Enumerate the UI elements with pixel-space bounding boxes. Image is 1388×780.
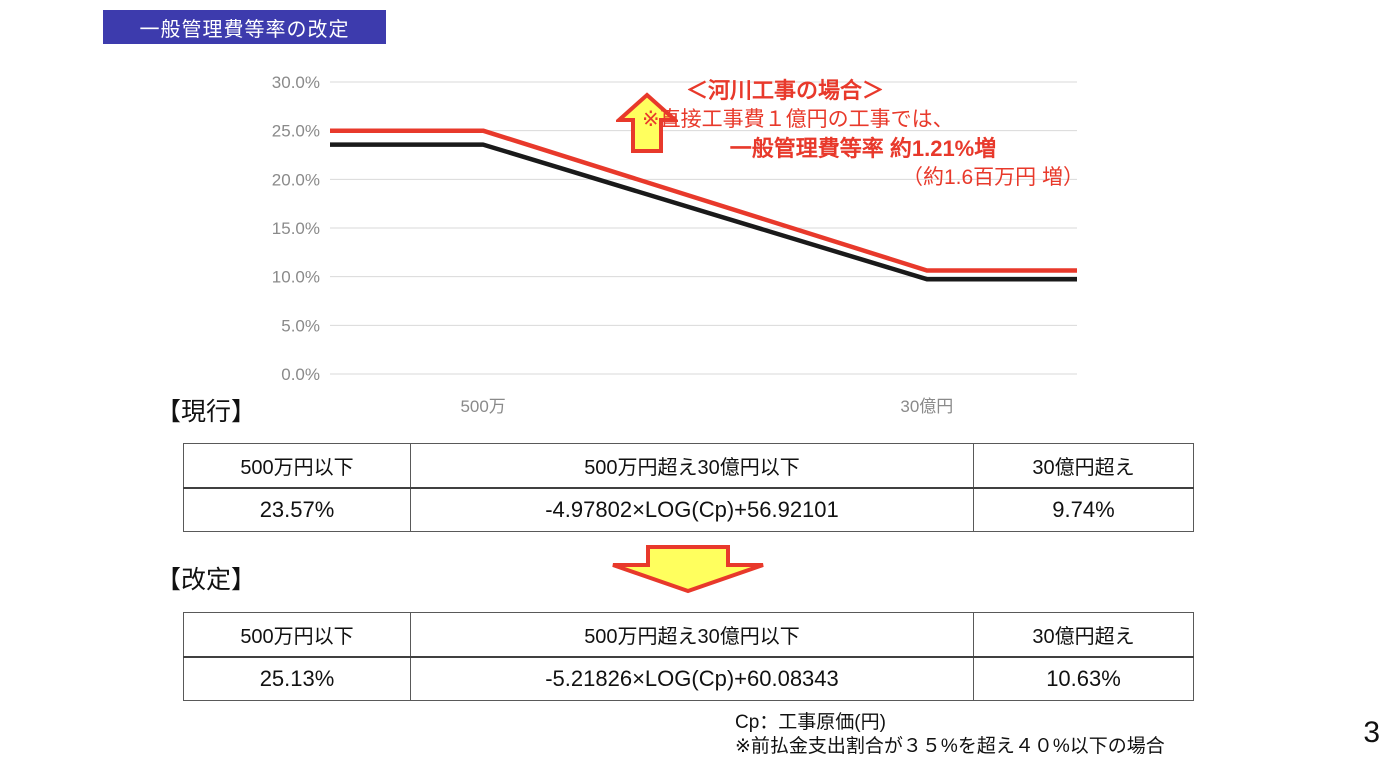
current-rate-table: 500万円以下 500万円超え30億円以下 30億円超え 23.57% -4.9… [183,443,1194,532]
page-number: 3 [1363,716,1380,749]
svg-text:20.0%: 20.0% [272,170,320,189]
revised-rate-over-3b: 10.63% [973,656,1194,701]
svg-text:15.0%: 15.0% [272,219,320,238]
header-over-3b: 30億円超え [973,443,1194,489]
current-rate-over-3b: 9.74% [973,487,1194,532]
svg-text:25.0%: 25.0% [272,122,320,141]
svg-text:10.0%: 10.0% [272,268,320,287]
up-arrow-icon [613,92,681,154]
header-5m-to-3b: 500万円超え30億円以下 [410,612,974,658]
revised-rate-under-5m: 25.13% [183,656,411,701]
footnote-cp-definition: Cp：工事原価(円) [735,712,886,733]
svg-text:30億円: 30億円 [900,397,953,416]
revised-rate-table: 500万円以下 500万円超え30億円以下 30億円超え 25.13% -5.2… [183,612,1194,701]
header-over-3b: 30億円超え [973,612,1194,658]
current-formula: -4.97802×LOG(Cp)+56.92101 [410,487,974,532]
down-arrow-icon [610,544,766,594]
table-value-row: 23.57% -4.97802×LOG(Cp)+56.92101 9.74% [183,487,1194,532]
header-under-5m: 500万円以下 [183,612,411,658]
header-5m-to-3b: 500万円超え30億円以下 [410,443,974,489]
header-under-5m: 500万円以下 [183,443,411,489]
table-value-row: 25.13% -5.21826×LOG(Cp)+60.08343 10.63% [183,656,1194,701]
revised-section-label: 【改定】 [156,566,257,594]
annotation-heading: ＜河川工事の場合＞ [686,78,885,103]
table-header-row: 500万円以下 500万円超え30億円以下 30億円超え [183,612,1194,658]
table-header-row: 500万円以下 500万円超え30億円以下 30億円超え [183,443,1194,489]
current-section-label: 【現行】 [156,398,257,426]
svg-text:500万: 500万 [460,397,505,416]
footnote-condition: ※前払金支出割合が３５%を超え４０%以下の場合 [735,736,1165,757]
annotation-line: ※直接工事費１億円の工事では、 [642,108,954,131]
svg-text:30.0%: 30.0% [272,73,320,92]
svg-text:0.0%: 0.0% [281,365,320,384]
page-title: 一般管理費等率の改定 [103,10,386,44]
annotation-amount-increase: （約1.6百万円 増） [901,166,1084,189]
current-rate-under-5m: 23.57% [183,487,411,532]
footnote-block: Cp：工事原価(円) ※前払金支出割合が３５%を超え４０%以下の場合 [735,711,1165,759]
revised-formula: -5.21826×LOG(Cp)+60.08343 [410,656,974,701]
annotation-rate-increase: 一般管理費等率 約1.21%増 [729,136,997,161]
annotation-block: ＜河川工事の場合＞ ※直接工事費１億円の工事では、 一般管理費等率 約1.21%… [642,76,1084,192]
rate-line-chart: 30.0% 25.0% 20.0% 15.0% 10.0% 5.0% 0.0% 500万 30億… [272,73,1077,416]
svg-text:5.0%: 5.0% [281,316,320,335]
